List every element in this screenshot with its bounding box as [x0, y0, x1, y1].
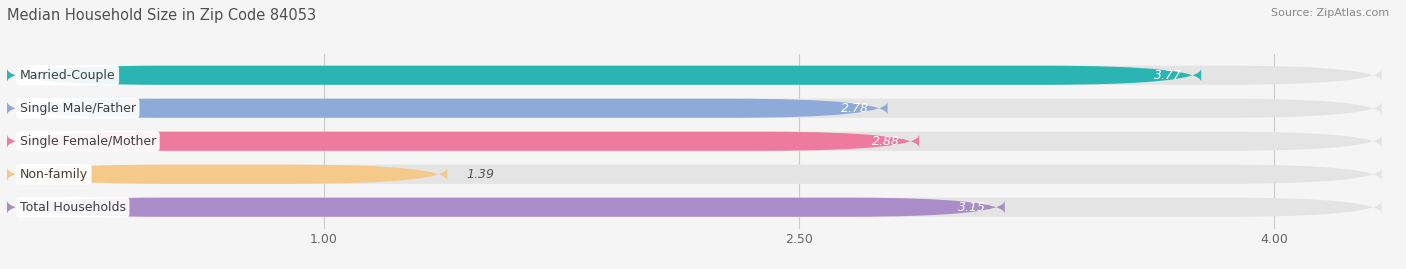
- FancyBboxPatch shape: [7, 132, 920, 151]
- Text: 1.39: 1.39: [467, 168, 495, 181]
- FancyBboxPatch shape: [7, 99, 887, 118]
- Text: Source: ZipAtlas.com: Source: ZipAtlas.com: [1271, 8, 1389, 18]
- Text: 2.88: 2.88: [872, 135, 900, 148]
- FancyBboxPatch shape: [7, 66, 1382, 85]
- Text: Married-Couple: Married-Couple: [20, 69, 115, 82]
- FancyBboxPatch shape: [7, 198, 1382, 217]
- FancyBboxPatch shape: [7, 165, 447, 184]
- FancyBboxPatch shape: [7, 99, 1382, 118]
- Text: Median Household Size in Zip Code 84053: Median Household Size in Zip Code 84053: [7, 8, 316, 23]
- Text: Total Households: Total Households: [20, 201, 125, 214]
- Text: 3.77: 3.77: [1154, 69, 1182, 82]
- Text: Single Male/Father: Single Male/Father: [20, 102, 136, 115]
- FancyBboxPatch shape: [7, 165, 1382, 184]
- Text: Non-family: Non-family: [20, 168, 87, 181]
- FancyBboxPatch shape: [7, 198, 1005, 217]
- Text: 2.78: 2.78: [841, 102, 869, 115]
- FancyBboxPatch shape: [7, 66, 1201, 85]
- Text: Single Female/Mother: Single Female/Mother: [20, 135, 156, 148]
- Text: 3.15: 3.15: [957, 201, 986, 214]
- FancyBboxPatch shape: [7, 132, 1382, 151]
